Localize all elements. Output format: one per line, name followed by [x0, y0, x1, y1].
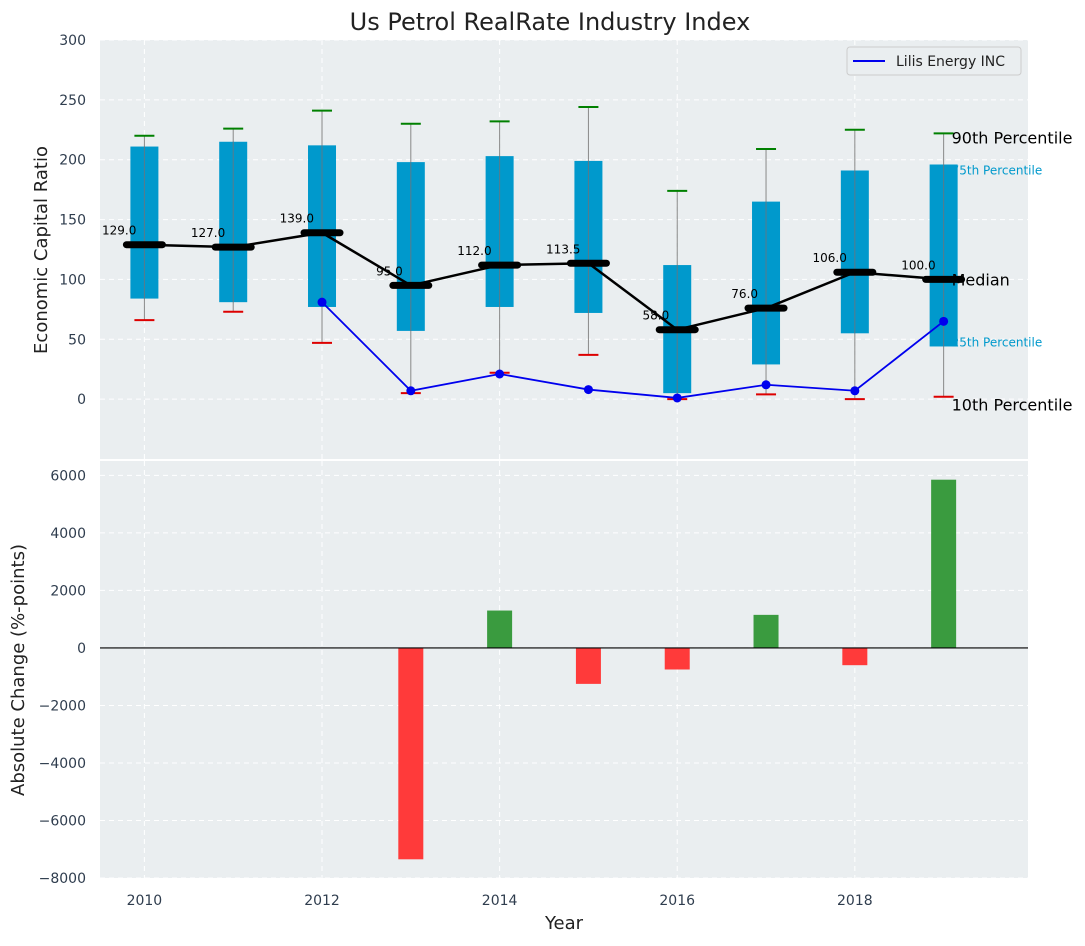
bottom-y-tick-label: −6000	[39, 813, 86, 829]
median-data-label: 106.0	[812, 251, 846, 265]
bottom-y-tick-label: −8000	[39, 871, 86, 887]
x-tick-label: 2018	[837, 893, 873, 909]
median-data-label: 129.0	[102, 224, 136, 238]
annotation-p10: 10th Percentile	[952, 396, 1073, 415]
bottom-y-tick-label: 0	[77, 641, 86, 657]
x-tick-label: 2014	[482, 893, 518, 909]
top-plot-background	[100, 40, 1028, 459]
median-trend-line	[144, 231, 944, 332]
median-data-label: 127.0	[191, 226, 225, 240]
top-y-axis-label: Economic Capital Ratio	[31, 146, 52, 354]
bottom-y-tick-label: 4000	[50, 526, 86, 542]
change-bar	[575, 647, 601, 684]
bottom-y-axis-label: Absolute Change (%-points)	[8, 544, 29, 796]
median-data-label: 113.5	[546, 242, 580, 256]
median-data-label: 58.0	[643, 309, 670, 323]
top-y-tick-label: 50	[68, 332, 86, 348]
legend-frame	[846, 46, 1022, 76]
bottom-y-tick-label: 2000	[50, 583, 86, 599]
company-line	[321, 301, 945, 399]
median-data-label: 112.0	[457, 244, 491, 258]
top-plot-area: 0 50 100 150 200 250 300 129.0 127.0 139.0 95.0 112…	[59, 33, 1072, 459]
median-data-label: 95.0	[376, 264, 403, 278]
annotation-median: Median	[952, 270, 1010, 289]
change-bar	[753, 614, 779, 648]
top-y-tick-label: 150	[59, 213, 86, 229]
change-bar	[487, 610, 513, 648]
change-bar	[664, 647, 690, 670]
x-tick-label: 2016	[659, 893, 695, 909]
annotation-p25: 25th Percentile	[952, 335, 1043, 349]
median-data-label: 139.0	[280, 212, 314, 226]
x-tick-label: 2012	[304, 893, 340, 909]
bottom-plot-background	[100, 461, 1028, 878]
change-bar	[842, 647, 868, 666]
company-point	[939, 316, 949, 326]
company-point	[317, 297, 327, 307]
legend: Lilis Energy INC	[846, 46, 1022, 76]
top-y-tick-label: 250	[59, 93, 86, 109]
median-data-label: 76.0	[731, 287, 758, 301]
company-point	[672, 393, 682, 403]
x-axis-label: Year	[544, 913, 584, 934]
company-point	[583, 385, 593, 395]
bottom-y-tick-label: 6000	[50, 468, 86, 484]
company-point	[850, 386, 860, 396]
annotation-p75: 75th Percentile	[952, 164, 1043, 178]
top-y-tick-label: 200	[59, 153, 86, 169]
bottom-plot-area: −8000 −6000 −4000 −2000 0 2000 4000 6000 2010 201…	[39, 461, 1028, 909]
company-point	[495, 369, 505, 379]
median-data-label: 100.0	[901, 258, 935, 272]
top-y-tick-label: 300	[59, 33, 86, 49]
legend-label-lilis: Lilis Energy INC	[896, 54, 1005, 70]
chart-title: Us Petrol RealRate Industry Index	[350, 8, 751, 36]
change-bar	[398, 647, 424, 860]
company-point	[761, 380, 771, 390]
top-y-tick-label: 100	[59, 272, 86, 288]
x-tick-label: 2010	[127, 893, 163, 909]
annotation-p90: 90th Percentile	[952, 128, 1073, 147]
bottom-y-tick-label: −4000	[39, 756, 86, 772]
top-y-tick-label: 0	[77, 392, 86, 408]
change-bar	[931, 479, 957, 648]
company-point	[406, 386, 416, 396]
bottom-y-tick-label: −2000	[39, 698, 86, 714]
